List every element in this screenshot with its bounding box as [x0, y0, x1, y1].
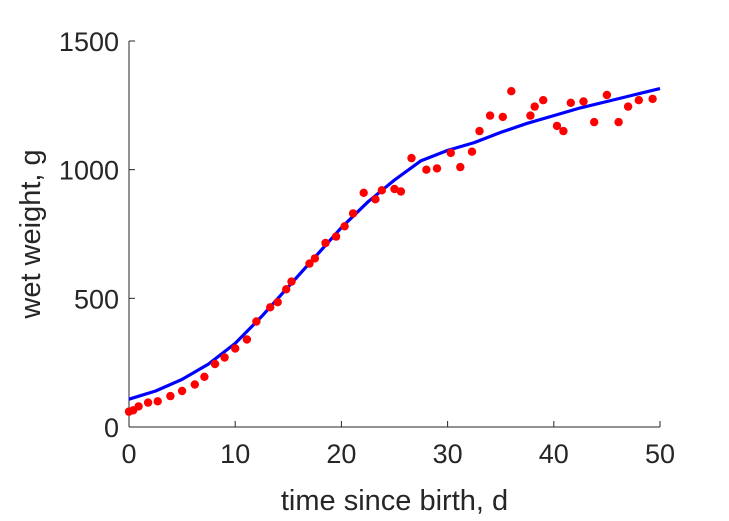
x-tick-label: 0: [121, 439, 136, 469]
data-point: [273, 298, 282, 307]
data-point: [623, 102, 633, 111]
data-point: [134, 402, 143, 411]
data-point: [310, 254, 320, 263]
data-point: [287, 277, 296, 286]
data-point: [210, 359, 220, 369]
data-point: [566, 98, 575, 108]
data-point: [456, 162, 465, 172]
x-tick-label: 20: [326, 439, 356, 469]
data-point: [559, 126, 568, 136]
data-point: [539, 96, 548, 105]
data-point: [266, 303, 275, 312]
data-point: [614, 117, 623, 127]
data-point: [396, 187, 406, 196]
data-point: [359, 188, 368, 197]
x-tick-label: 30: [433, 439, 463, 469]
data-point: [331, 232, 341, 241]
data-point: [220, 353, 229, 362]
data-point: [475, 126, 484, 136]
data-point: [200, 372, 209, 381]
data-point: [422, 165, 431, 174]
data-point: [432, 164, 442, 173]
y-tick-label: 500: [74, 284, 119, 314]
data-point: [231, 344, 240, 353]
y-axis-label: wet weight, g: [15, 149, 47, 319]
data-point: [446, 148, 455, 158]
data-point: [602, 90, 612, 100]
chart-axes: [128, 41, 660, 428]
data-point: [485, 111, 495, 120]
data-point: [498, 112, 507, 122]
data-point: [305, 259, 314, 268]
x-tick-label: 40: [539, 439, 569, 469]
data-point: [340, 222, 349, 231]
data-point: [190, 380, 199, 389]
data-point: [166, 391, 175, 401]
data-point: [282, 285, 291, 294]
data-point: [526, 111, 535, 120]
data-point: [153, 397, 162, 406]
data-point: [177, 386, 187, 396]
y-tick-label: 0: [104, 413, 119, 443]
x-tick-label: 50: [645, 439, 675, 469]
x-tick-label: 10: [220, 439, 250, 469]
data-points-layer: [124, 87, 657, 416]
x-axis-label: time since birth, d: [281, 485, 508, 517]
data-point: [348, 209, 358, 218]
data-point: [407, 153, 416, 163]
data-point: [252, 317, 261, 326]
data-point: [321, 238, 330, 248]
data-point: [143, 398, 153, 407]
fit-curve-line: [128, 87, 661, 401]
data-point: [507, 87, 516, 96]
data-point: [634, 96, 643, 105]
data-point: [590, 117, 599, 127]
fit-line-layer: [128, 87, 661, 401]
data-point: [552, 121, 562, 131]
data-point: [242, 335, 252, 344]
y-tick-label: 1500: [59, 27, 119, 57]
data-point: [377, 186, 386, 195]
y-tick-label: 1000: [59, 156, 119, 186]
data-point: [390, 184, 399, 194]
data-point: [579, 97, 588, 106]
data-point: [648, 94, 657, 104]
data-point: [530, 102, 539, 111]
data-point: [467, 147, 477, 156]
data-point: [371, 195, 380, 204]
